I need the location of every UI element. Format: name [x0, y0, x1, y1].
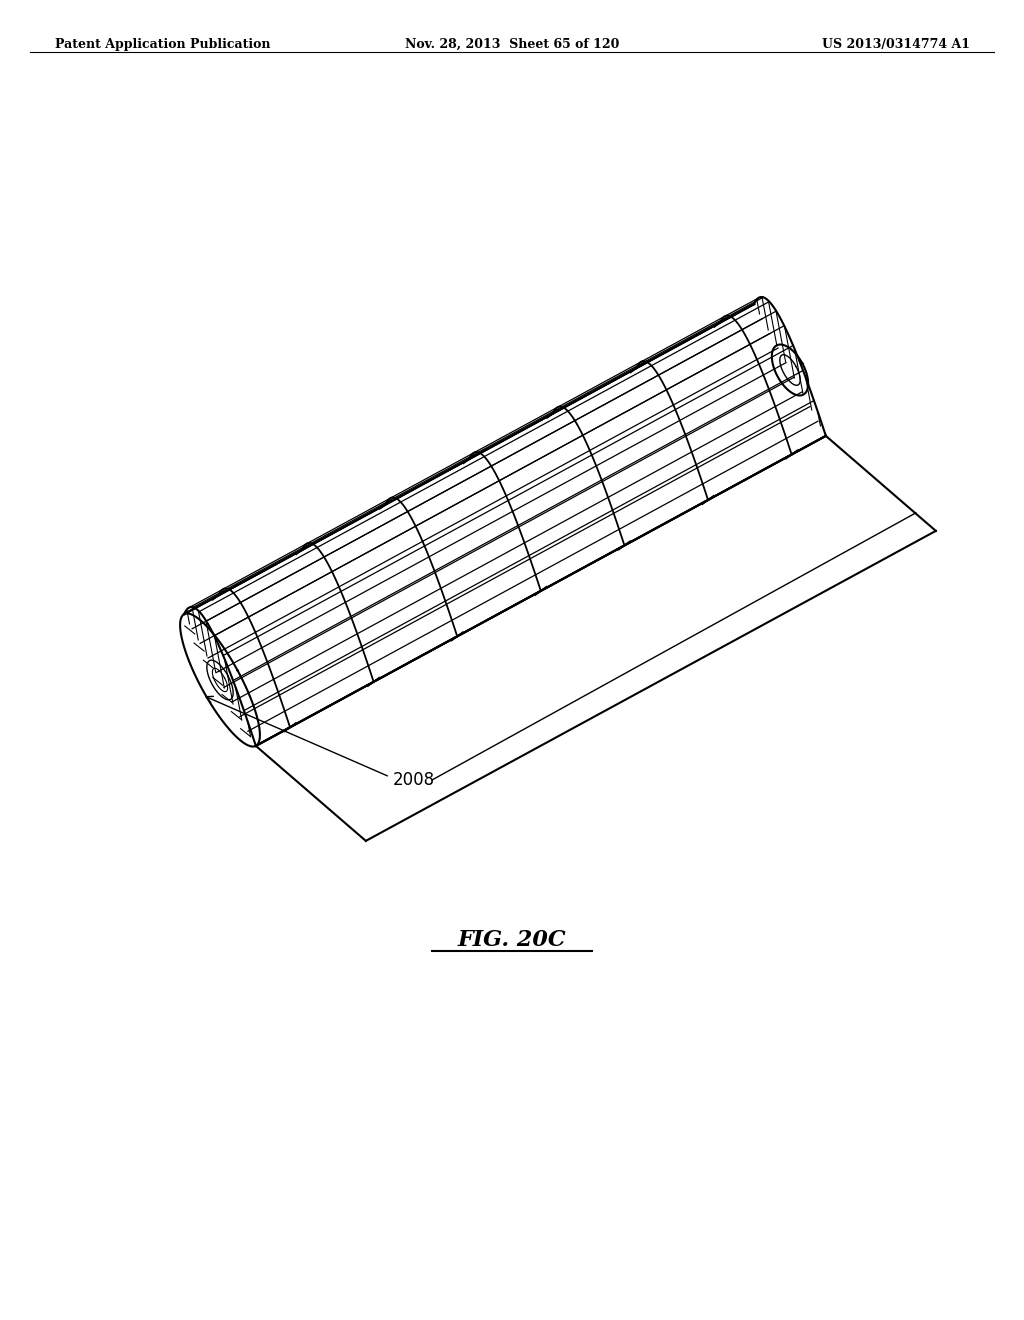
Text: US 2013/0314774 A1: US 2013/0314774 A1 [822, 38, 970, 51]
Text: 2008: 2008 [393, 771, 435, 789]
Text: Nov. 28, 2013  Sheet 65 of 120: Nov. 28, 2013 Sheet 65 of 120 [404, 38, 620, 51]
Text: FIG. 20C: FIG. 20C [458, 929, 566, 950]
Text: Patent Application Publication: Patent Application Publication [55, 38, 270, 51]
